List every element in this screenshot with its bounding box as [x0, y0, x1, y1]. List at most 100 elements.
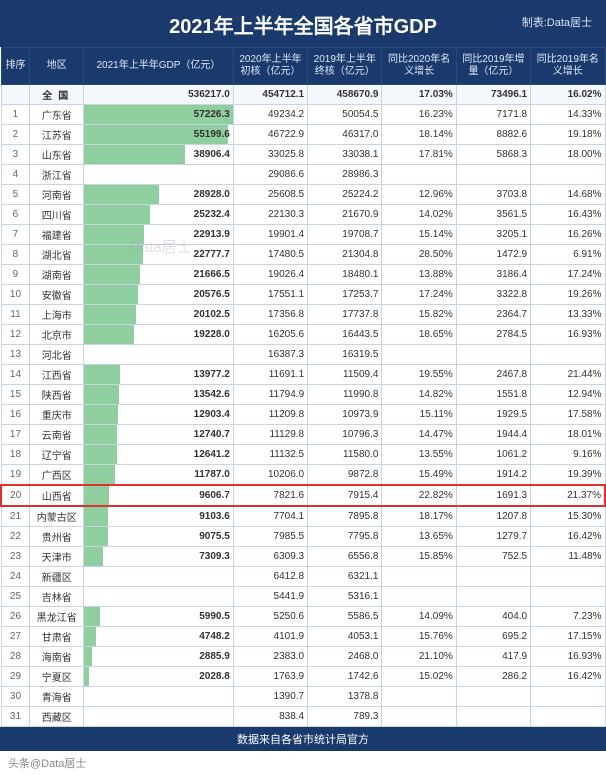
col-2019: 2019年上半年终核（亿元）	[308, 48, 382, 85]
cell-2019: 50054.5	[308, 105, 382, 125]
cell-region: 浙江省	[30, 165, 84, 185]
cell-inc: 2467.8	[456, 365, 530, 385]
cell-2019: 18480.1	[308, 265, 382, 285]
cell-rank: 26	[1, 607, 30, 627]
cell-region: 西藏区	[30, 707, 84, 727]
cell-rank: 2	[1, 125, 30, 145]
cell-g2020: 13.65%	[382, 527, 456, 547]
cell-2019: 1742.6	[308, 667, 382, 687]
col-g2020: 同比2020年名义增长	[382, 48, 456, 85]
cell-rank: 20	[1, 485, 30, 506]
table-row: 16重庆市12903.411209.810973.915.11%1929.517…	[1, 405, 605, 425]
cell-region: 广东省	[30, 105, 84, 125]
cell-region: 云南省	[30, 425, 84, 445]
cell-g2019: 18.01%	[531, 425, 605, 445]
cell-rank: 7	[1, 225, 30, 245]
cell-2019: 11509.4	[308, 365, 382, 385]
col-2020: 2020年上半年初核（亿元）	[233, 48, 307, 85]
cell-2020: 5250.6	[233, 607, 307, 627]
total-2019: 458670.9	[308, 85, 382, 105]
cell-inc: 3186.4	[456, 265, 530, 285]
cell-2019: 7915.4	[308, 485, 382, 506]
cell-region: 新疆区	[30, 567, 84, 587]
cell-inc: 1279.7	[456, 527, 530, 547]
cell-g2020: 19.55%	[382, 365, 456, 385]
gdp-value: 13542.6	[194, 389, 230, 400]
gdp-value: 12641.2	[194, 449, 230, 460]
cell-gdp: 2885.9	[84, 647, 234, 667]
gdp-bar	[84, 486, 109, 505]
cell-2019: 21304.8	[308, 245, 382, 265]
cell-region: 黑龙江省	[30, 607, 84, 627]
table-row: 28海南省2885.92383.02468.021.10%417.916.93%	[1, 647, 605, 667]
cell-rank: 3	[1, 145, 30, 165]
gdp-bar	[84, 445, 117, 464]
cell-inc: 1929.5	[456, 405, 530, 425]
cell-2020: 1763.9	[233, 667, 307, 687]
gdp-value: 9075.5	[199, 531, 230, 542]
cell-region: 湖北省	[30, 245, 84, 265]
table-row: 7福建省22913.919901.419708.715.14%3205.116.…	[1, 225, 605, 245]
cell-2019: 19708.7	[308, 225, 382, 245]
cell-inc: 1944.4	[456, 425, 530, 445]
cell-2020: 5441.9	[233, 587, 307, 607]
cell-2019: 4053.1	[308, 627, 382, 647]
cell-region: 吉林省	[30, 587, 84, 607]
cell-2019: 10796.3	[308, 425, 382, 445]
gdp-bar	[84, 185, 159, 204]
cell-region: 山东省	[30, 145, 84, 165]
cell-gdp: 4748.2	[84, 627, 234, 647]
cell-rank: 1	[1, 105, 30, 125]
cell-2019: 16443.5	[308, 325, 382, 345]
cell-gdp	[84, 687, 234, 707]
cell-inc: 3703.8	[456, 185, 530, 205]
gdp-value: 22777.7	[194, 249, 230, 260]
cell-g2019: 15.30%	[531, 506, 605, 527]
cell-g2020	[382, 687, 456, 707]
cell-region: 北京市	[30, 325, 84, 345]
cell-inc: 1914.2	[456, 465, 530, 486]
gdp-bar	[84, 305, 136, 324]
page-title: 2021年上半年全国各省市GDP	[8, 10, 598, 39]
col-region: 地区	[30, 48, 84, 85]
cell-rank: 23	[1, 547, 30, 567]
cell-rank: 6	[1, 205, 30, 225]
gdp-bar	[84, 667, 89, 686]
table-row: 15陕西省13542.611794.911990.814.82%1551.812…	[1, 385, 605, 405]
credit-bottom: 头条@Data居士	[0, 751, 606, 775]
cell-2020: 19901.4	[233, 225, 307, 245]
gdp-value: 38906.4	[194, 149, 230, 160]
table-row: 13河北省16387.316319.5	[1, 345, 605, 365]
cell-inc	[456, 687, 530, 707]
cell-gdp: 13542.6	[84, 385, 234, 405]
cell-g2019: 19.26%	[531, 285, 605, 305]
gdp-table-container: 2021年上半年全国各省市GDP 制表:Data居士 Data居士 排序 地区 …	[0, 0, 606, 775]
table-row: 18辽宁省12641.211132.511580.013.55%1061.29.…	[1, 445, 605, 465]
table-row: 5河南省28928.025608.525224.212.96%3703.814.…	[1, 185, 605, 205]
cell-g2019	[531, 567, 605, 587]
table-body: 全国536217.0454712.1458670.917.03%73496.11…	[1, 85, 605, 727]
cell-gdp: 5990.5	[84, 607, 234, 627]
cell-g2020: 15.76%	[382, 627, 456, 647]
table-row: 24新疆区6412.86321.1	[1, 567, 605, 587]
cell-g2019	[531, 165, 605, 185]
cell-gdp: 9606.7	[84, 485, 234, 506]
cell-rank: 12	[1, 325, 30, 345]
cell-2020: 11691.1	[233, 365, 307, 385]
table-row: 10安徽省20576.517551.117253.717.24%3322.819…	[1, 285, 605, 305]
cell-2019: 33038.1	[308, 145, 382, 165]
gdp-bar	[84, 245, 143, 264]
cell-inc	[456, 165, 530, 185]
gdp-bar	[84, 385, 119, 404]
cell-inc: 2364.7	[456, 305, 530, 325]
cell-gdp: 13977.2	[84, 365, 234, 385]
table-row: 4浙江省29086.628986.3	[1, 165, 605, 185]
cell-inc: 1472.9	[456, 245, 530, 265]
table-row: 19广西区11787.010206.09872.815.49%1914.219.…	[1, 465, 605, 486]
cell-g2020: 15.49%	[382, 465, 456, 486]
gdp-bar	[84, 507, 108, 526]
cell-rank: 28	[1, 647, 30, 667]
table-row: 29宁夏区2028.81763.91742.615.02%286.216.42%	[1, 667, 605, 687]
cell-rank: 17	[1, 425, 30, 445]
cell-inc: 417.9	[456, 647, 530, 667]
